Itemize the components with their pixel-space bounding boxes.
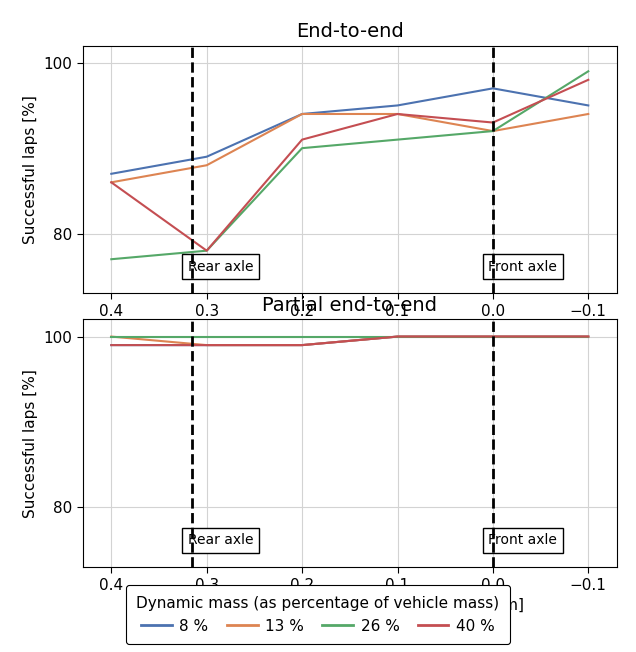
Text: Front axle: Front axle [488, 533, 557, 548]
Title: End-to-end: End-to-end [296, 22, 404, 41]
Text: Front axle: Front axle [488, 259, 557, 274]
X-axis label: Distance of payload mass from front axle [m]: Distance of payload mass from front axle… [176, 599, 524, 614]
X-axis label: Distance of payload mass from front axle [m]: Distance of payload mass from front axle… [176, 325, 524, 340]
Y-axis label: Successful laps [%]: Successful laps [%] [23, 95, 38, 244]
Text: Rear axle: Rear axle [188, 533, 253, 548]
Title: Partial end-to-end: Partial end-to-end [262, 296, 438, 315]
Text: Rear axle: Rear axle [188, 259, 253, 274]
Y-axis label: Successful laps [%]: Successful laps [%] [23, 369, 38, 518]
Legend: 8 %, 13 %, 26 %, 40 %: 8 %, 13 %, 26 %, 40 % [126, 585, 510, 644]
